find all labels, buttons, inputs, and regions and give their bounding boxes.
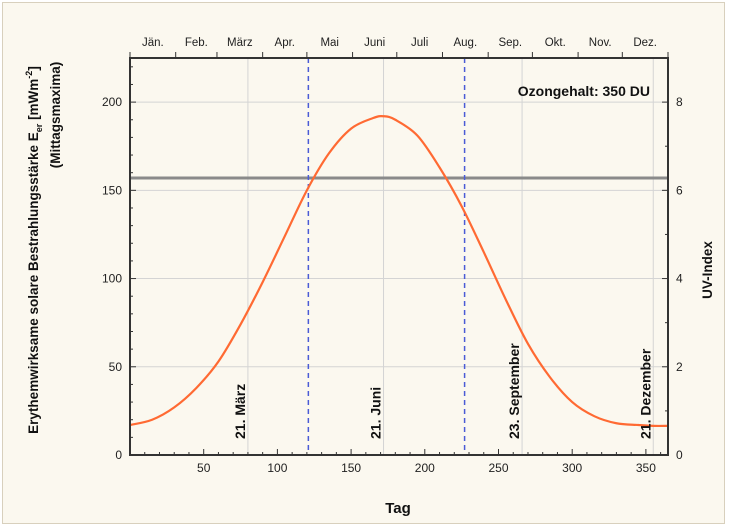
x-tick-label: 50 xyxy=(197,461,211,475)
date-marker-label: 21. Juni xyxy=(368,387,384,439)
date-marker-label: 23. September xyxy=(506,343,522,439)
date-marker-label: 21. März xyxy=(232,384,248,439)
month-label: Nov. xyxy=(589,37,612,49)
y-axis-title-main: Erythemwirksame solare Bestrahlungsstärk… xyxy=(26,132,41,434)
month-label: Okt. xyxy=(545,37,566,49)
y-tick-label: 200 xyxy=(102,95,122,109)
y-axis-title-subscript: er xyxy=(34,123,44,132)
ozone-annotation: Ozongehalt: 350 DU xyxy=(518,83,650,99)
x-tick-label: 250 xyxy=(488,461,508,475)
month-label: Feb. xyxy=(185,37,208,49)
date-markers: 21. März 21. Juni 23. September 21. Dezembe… xyxy=(232,343,653,439)
x-tick-label: 100 xyxy=(267,461,287,475)
y-tick-label: 50 xyxy=(109,360,123,374)
y2-tick-label: 6 xyxy=(676,183,683,197)
y-axis-subtitle: (Mittagsmaxima) xyxy=(48,62,63,169)
y-axis-title-unit: [mWm xyxy=(26,79,41,124)
x-tick-label: 200 xyxy=(415,461,435,475)
axis-ticks xyxy=(129,52,669,456)
x-tick-label: 150 xyxy=(341,461,361,475)
y2-axis-title: UV-Index xyxy=(700,241,715,299)
month-label: Jän. xyxy=(142,37,164,49)
x-tick-label: 350 xyxy=(636,461,656,475)
axis-labels: 50 100 150 200 250 300 350 0 50 100 150 200 0 2 4 6 8 Jän… xyxy=(102,37,683,475)
month-label: Dez. xyxy=(633,37,657,49)
y2-tick-label: 4 xyxy=(676,272,683,286)
y2-tick-label: 8 xyxy=(676,95,683,109)
y-tick-label: 0 xyxy=(115,448,122,462)
date-marker-label: 21. Dezember xyxy=(637,348,653,439)
irradiance-curve xyxy=(129,114,669,428)
x-tick-label: 300 xyxy=(562,461,582,475)
y-axis-title: Erythemwirksame solare Bestrahlungsstärk… xyxy=(24,66,44,434)
y-axis-title-superscript: -2 xyxy=(24,71,34,79)
month-label: Aug. xyxy=(453,37,477,49)
reference-lines xyxy=(130,58,668,455)
series-layer xyxy=(129,114,669,428)
y-tick-label: 150 xyxy=(102,183,122,197)
grid-lines xyxy=(130,58,668,455)
month-label: März xyxy=(227,37,253,49)
plot-area-border xyxy=(129,57,669,456)
y2-tick-label: 0 xyxy=(676,448,683,462)
month-label: Juni xyxy=(364,37,385,49)
y-tick-label: 100 xyxy=(102,272,122,286)
month-label: Apr. xyxy=(275,37,295,49)
month-label: Sep. xyxy=(498,37,522,49)
y-axis-title-close: ] xyxy=(26,66,41,71)
y2-tick-label: 2 xyxy=(676,360,683,374)
x-axis-title: Tag xyxy=(385,500,411,517)
month-label: Juli xyxy=(411,37,428,49)
month-label: Mai xyxy=(320,37,339,49)
